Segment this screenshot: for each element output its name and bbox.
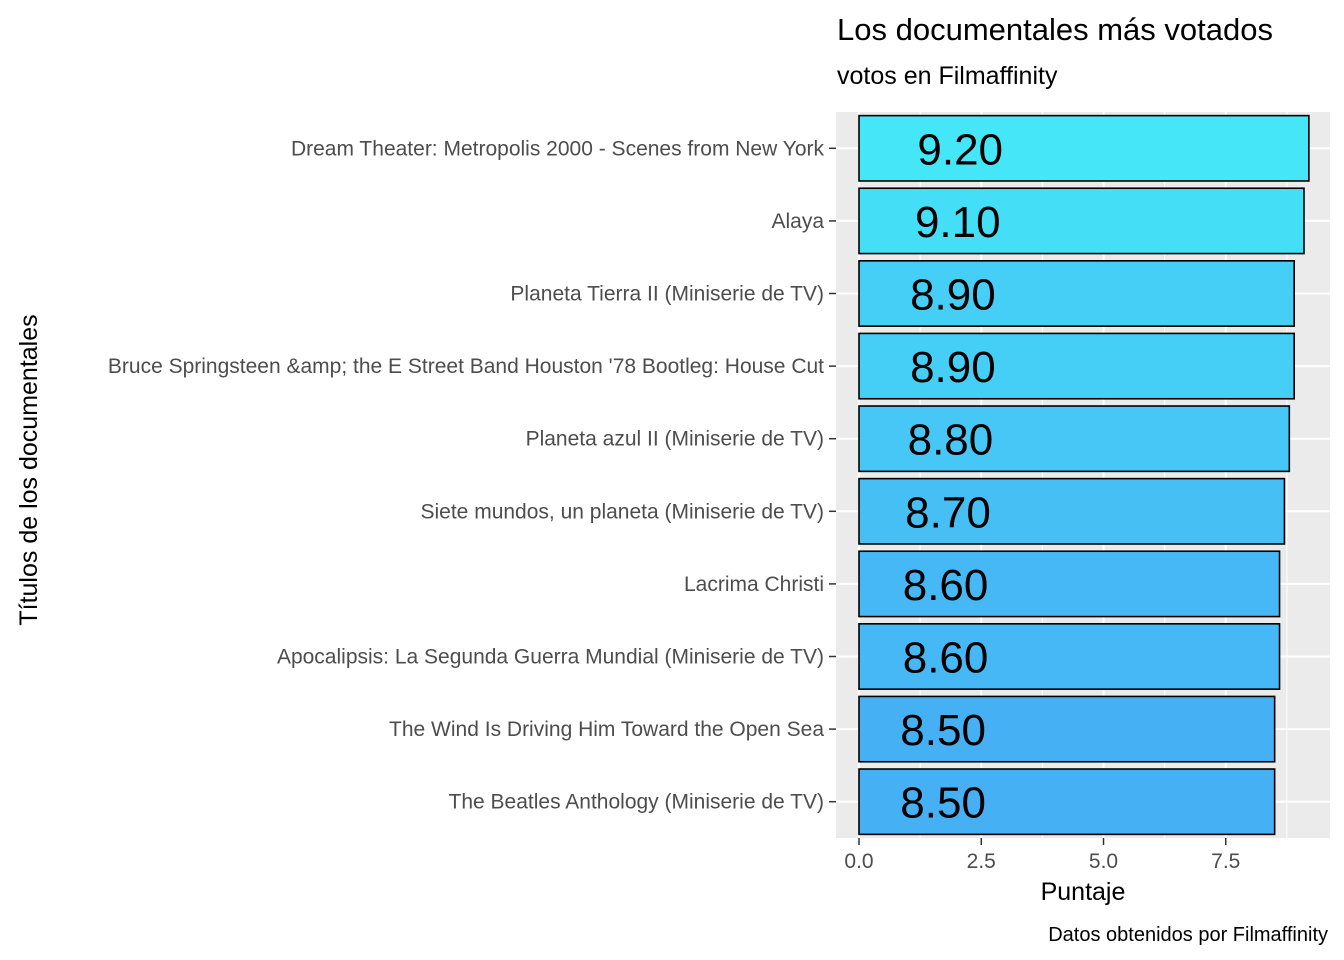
bar-value-label: 8.80 [908, 416, 994, 465]
x-tick-label: 7.5 [1211, 850, 1240, 873]
category-label: Siete mundos, un planeta (Miniserie de T… [421, 500, 825, 523]
bar [858, 332, 1296, 400]
x-tick-label: 2.5 [967, 850, 996, 873]
category-label: Apocalipsis: La Segunda Guerra Mundial (… [277, 646, 824, 669]
bar-value-label: 8.60 [903, 634, 989, 683]
chart-subtitle: votos en Filmaffinity [837, 62, 1058, 90]
x-axis-title: Puntaje [1041, 878, 1126, 906]
bar-value-label: 8.90 [910, 271, 996, 320]
category-labels: Dream Theater: Metropolis 2000 - Scenes … [108, 137, 836, 814]
category-label: Planeta azul II (Miniserie de TV) [526, 428, 824, 451]
category-label: Planeta Tierra II (Miniserie de TV) [510, 283, 824, 306]
category-label: Bruce Springsteen &amp; the E Street Ban… [108, 355, 824, 378]
category-label: The Beatles Anthology (Miniserie de TV) [449, 791, 824, 814]
bar-value-label: 8.90 [910, 343, 996, 392]
bar [858, 695, 1276, 763]
x-tick-label: 0.0 [844, 850, 873, 873]
bar [858, 768, 1276, 836]
category-label: Lacrima Christi [684, 573, 824, 596]
bar [858, 623, 1281, 690]
bar-value-label: 8.70 [905, 488, 991, 537]
y-axis-title: Títulos de los documentales [15, 314, 43, 625]
bars: 9.20 9.10 8.90 8.90 8.80 8.70 8.60 8.60 8.50 8.50 [858, 114, 1310, 836]
bar [858, 405, 1291, 473]
chart-title: Los documentales más votados [837, 12, 1273, 47]
category-label: Dream Theater: Metropolis 2000 - Scenes … [291, 137, 825, 160]
bar-value-label: 8.60 [903, 561, 989, 610]
bar-value-label: 8.50 [900, 706, 986, 755]
x-tick-label: 5.0 [1089, 850, 1118, 873]
bar [858, 477, 1286, 545]
chart-caption: Datos obtenidos por Filmaffinity [1048, 924, 1328, 946]
category-label: The Wind Is Driving Him Toward the Open … [389, 718, 824, 741]
category-label: Alaya [771, 210, 824, 233]
bar [858, 114, 1310, 182]
bar [858, 187, 1305, 255]
bar [858, 260, 1296, 327]
bar-value-label: 8.50 [900, 779, 986, 828]
bar-value-label: 9.20 [917, 125, 1003, 174]
bar [858, 550, 1281, 618]
bar-value-label: 9.10 [915, 198, 1001, 247]
x-axis-ticks: 0.0 2.5 5.0 7.5 [844, 838, 1240, 873]
